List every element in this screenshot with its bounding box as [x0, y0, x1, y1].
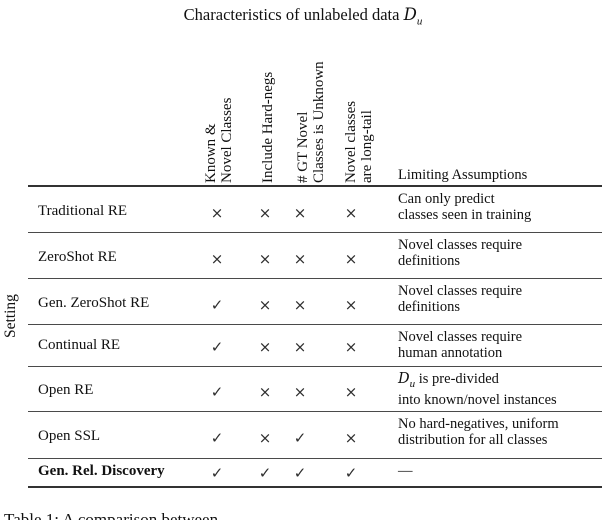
assumption-line: Novel classes require: [398, 283, 523, 299]
math-d-symbol: D: [403, 5, 417, 24]
mark-check: ✓: [344, 464, 358, 482]
assumption-line: Can only predict: [398, 191, 495, 207]
table-bottom-rule: [28, 486, 602, 488]
mark-cross: ×: [293, 338, 307, 356]
assumption-line: —: [398, 463, 413, 479]
assumption-line: definitions: [398, 299, 461, 315]
assumption-line: distribution for all classes: [398, 432, 548, 448]
row-label: Open SSL: [38, 428, 101, 444]
row-label: Traditional RE: [38, 203, 128, 219]
assumption-line: definitions: [398, 253, 461, 269]
column-header-line: Classes is Unknown: [311, 61, 327, 183]
row-label: ZeroShot RE: [38, 249, 117, 265]
row-label: Open RE: [38, 382, 94, 398]
limiting-assumption: Du is pre-divided into known/novel insta…: [398, 371, 557, 408]
mark-cross: ×: [344, 383, 358, 401]
column-header-line: # GT Novel: [295, 111, 311, 183]
mark-check: ✓: [210, 383, 224, 401]
mark-cross: ×: [258, 429, 272, 447]
assumption-line: Novel classes require: [398, 329, 523, 345]
mark-check: ✓: [210, 338, 224, 356]
column-header-line: Include Hard-negs: [260, 71, 276, 183]
mark-cross: ×: [344, 296, 358, 314]
column-header-include-hard-negs: Include Hard-negs: [260, 72, 276, 183]
row-divider: [28, 458, 602, 459]
mark-cross: ×: [258, 250, 272, 268]
figure-title-text: Characteristics of unlabeled data: [183, 5, 400, 24]
row-divider: [28, 366, 602, 367]
math-d-subscript: u: [416, 15, 423, 28]
row-label: Gen. ZeroShot RE: [38, 295, 150, 311]
assumption-line: classes seen in training: [398, 207, 532, 223]
mark-cross: ×: [210, 250, 224, 268]
figure-title: Characteristics of unlabeled data Du: [0, 5, 606, 27]
limiting-assumption-none: —: [398, 463, 413, 479]
mark-cross: ×: [258, 296, 272, 314]
math-d-symbol: D: [398, 371, 410, 387]
mark-cross: ×: [258, 383, 272, 401]
limiting-assumption: Can only predict classes seen in trainin…: [398, 191, 531, 223]
mark-check: ✓: [293, 429, 307, 447]
limiting-assumption: No hard-negatives, uniform distribution …: [398, 416, 559, 448]
assumption-line: human annotation: [398, 345, 503, 361]
mark-cross: ×: [293, 204, 307, 222]
mark-cross: ×: [344, 429, 358, 447]
mark-check: ✓: [258, 464, 272, 482]
setting-axis-label: Setting: [2, 294, 19, 338]
mark-cross: ×: [344, 338, 358, 356]
mark-check: ✓: [293, 464, 307, 482]
math-d-subscript: u: [409, 377, 416, 390]
mark-cross: ×: [293, 296, 307, 314]
limiting-assumption: Novel classes require human annotation: [398, 329, 522, 361]
row-divider: [28, 324, 602, 325]
caption-partial: Table 1: A comparison between …: [4, 510, 240, 520]
limiting-assumption: Novel classes require definitions: [398, 283, 522, 315]
row-label-gen-rel-discovery: Gen. Rel. Discovery: [38, 463, 165, 479]
row-divider: [28, 411, 602, 412]
column-header-limiting-assumptions: Limiting Assumptions: [398, 167, 528, 183]
mark-check: ✓: [210, 464, 224, 482]
mark-check: ✓: [210, 296, 224, 314]
mark-cross: ×: [258, 204, 272, 222]
column-header-long-tail: Novel classes are long-tail: [343, 101, 375, 183]
mark-cross: ×: [344, 204, 358, 222]
column-header-line: Novel classes: [343, 100, 359, 183]
row-divider: [28, 278, 602, 279]
mark-cross: ×: [293, 383, 307, 401]
mark-cross: ×: [210, 204, 224, 222]
column-header-line: Novel Classes: [219, 97, 235, 183]
assumption-line: No hard-negatives, uniform: [398, 416, 559, 432]
column-header-known-novel-classes: Known & Novel Classes: [203, 98, 235, 183]
assumption-line: Novel classes require: [398, 237, 523, 253]
mark-cross: ×: [344, 250, 358, 268]
limiting-assumption: Novel classes require definitions: [398, 237, 522, 269]
assumption-line: into known/novel instances: [398, 391, 557, 408]
column-header-gt-novel-unknown: # GT Novel Classes is Unknown: [295, 61, 327, 183]
column-header-line: are long-tail: [359, 110, 375, 183]
table-top-rule: [28, 185, 602, 187]
column-header-line: Known &: [203, 123, 219, 183]
mark-check: ✓: [210, 429, 224, 447]
assumption-line: is pre-divided: [415, 371, 499, 387]
mark-cross: ×: [293, 250, 307, 268]
mark-cross: ×: [258, 338, 272, 356]
row-label: Continual RE: [38, 337, 121, 353]
row-divider: [28, 232, 602, 233]
